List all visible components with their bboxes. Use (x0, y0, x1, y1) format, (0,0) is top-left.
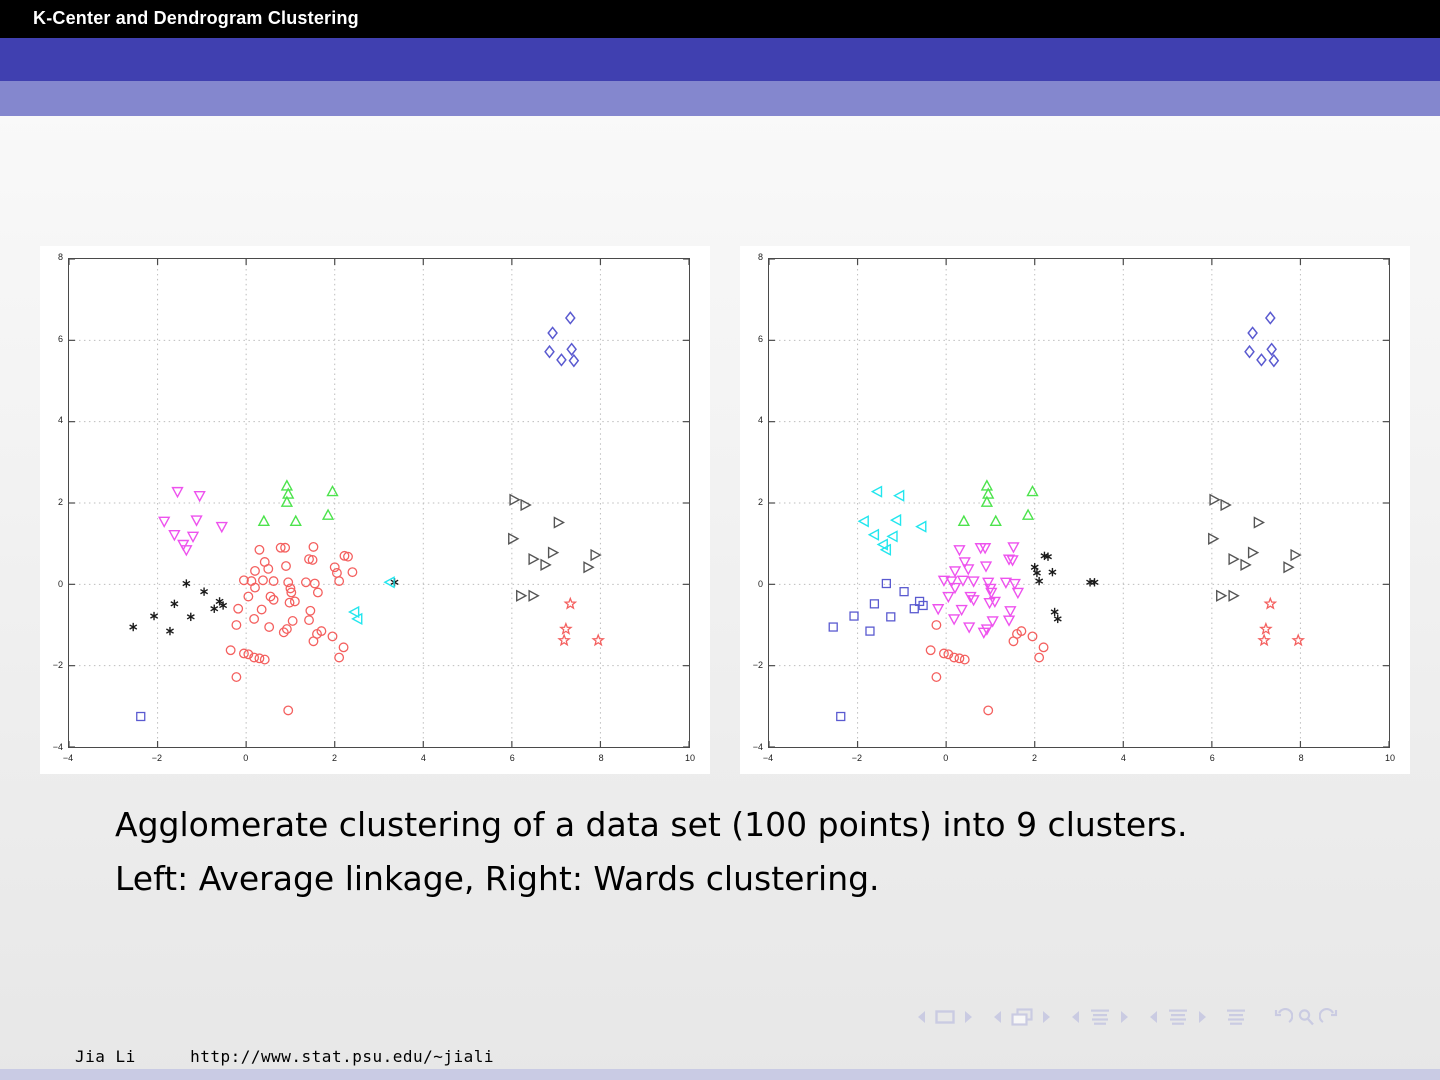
y-tick-label: 4 (57, 415, 63, 426)
caption-line-1: Agglomerate clustering of a data set (10… (115, 805, 1188, 844)
series-cluster-green-up-triangle (957, 479, 1039, 526)
y-tick-label: −4 (52, 742, 63, 752)
series-cluster-red-star (557, 596, 606, 647)
forward-icon[interactable] (1319, 1008, 1339, 1026)
y-tick-label: 6 (757, 333, 763, 344)
next-section-arrow-icon[interactable] (1118, 1010, 1131, 1024)
prev-section-arrow-icon[interactable] (1069, 1010, 1082, 1024)
y-tick-label: 8 (757, 252, 763, 262)
y-tick-label: 2 (757, 497, 763, 507)
x-tick-label: 0 (243, 753, 249, 763)
marker-layer-right (768, 258, 1390, 748)
x-tick-label: 8 (598, 753, 604, 763)
series-cluster-red-star (1257, 596, 1306, 647)
x-tick-label: 4 (420, 753, 426, 763)
x-tick-label: 10 (1384, 753, 1395, 763)
caption-line-2: Left: Average linkage, Right: Wards clus… (115, 858, 880, 898)
back-icon[interactable] (1273, 1008, 1293, 1026)
header-accent-bar-dark (0, 38, 1440, 81)
series-cluster-red-circle (925, 620, 1049, 716)
search-icon[interactable] (1297, 1008, 1315, 1026)
x-tick-label: 6 (509, 753, 515, 763)
subsection-icon[interactable] (1011, 1008, 1033, 1026)
prev-frame-arrow-icon[interactable] (915, 1010, 928, 1024)
series-cluster-cyan-left-triangle (857, 485, 927, 556)
nav-group-toc[interactable] (1225, 1008, 1247, 1026)
series-cluster-blue-diamond (544, 311, 580, 368)
marker-layer-left (68, 258, 690, 748)
series-cluster-blue-square (136, 711, 146, 722)
next-subsection-arrow-icon[interactable] (1040, 1010, 1053, 1024)
footer-url[interactable]: http://www.stat.psu.edu/~jiali (190, 1047, 495, 1066)
y-tick-label: 4 (757, 415, 763, 426)
header-black-bar (0, 0, 1440, 38)
x-tick-label: 10 (684, 753, 695, 763)
x-tick-label: −2 (151, 753, 162, 763)
scatter-panel-wards: −4 −2 0 2 4 6 8 −4 −2 0 2 4 6 8 10 (740, 246, 1410, 774)
series-cluster-green-up-triangle (257, 479, 339, 526)
series-cluster-blue-diamond (1244, 311, 1280, 368)
nav-group-subsection[interactable] (991, 1008, 1053, 1026)
prev-part-arrow-icon[interactable] (1147, 1010, 1160, 1024)
page-title: K-Center and Dendrogram Clustering (33, 8, 359, 28)
footer-credit: Jia Li http://www.stat.psu.edu/~jiali (75, 1047, 494, 1066)
y-tick-label: −4 (752, 742, 763, 752)
y-tick-label: −2 (752, 660, 763, 671)
y-tick-label: 2 (57, 497, 63, 507)
next-frame-arrow-icon[interactable] (962, 1010, 975, 1024)
x-tick-label: 2 (1032, 753, 1038, 763)
frame-icon[interactable] (935, 1009, 955, 1025)
figure-caption: Agglomerate clustering of a data set (10… (115, 798, 1375, 906)
x-tick-label: 8 (1298, 753, 1304, 763)
x-tick-label: −2 (851, 753, 862, 763)
nav-group-frame[interactable] (915, 1009, 975, 1025)
footer-author: Jia Li (75, 1047, 136, 1066)
x-tick-label: −4 (62, 753, 74, 763)
prev-subsection-arrow-icon[interactable] (991, 1010, 1004, 1024)
nav-group-history[interactable] (1273, 1008, 1339, 1026)
series-cluster-magenta-down-triangle (932, 542, 1025, 639)
beamer-navigation-bar[interactable] (915, 1002, 1405, 1032)
y-tick-label: −2 (52, 660, 63, 671)
x-tick-label: −4 (762, 753, 774, 763)
series-cluster-cyan-left-triangle (347, 576, 395, 626)
footer-rule (0, 1069, 1440, 1080)
series-cluster-gray-right-triangle (1208, 493, 1302, 602)
toc-icon[interactable] (1225, 1008, 1247, 1026)
y-tick-label: 0 (757, 578, 763, 589)
scatter-panel-average-linkage: −4 −2 0 2 4 6 8 −4 −2 0 2 4 6 8 10 (40, 246, 710, 774)
x-tick-label: 2 (332, 753, 338, 763)
y-tick-label: 6 (57, 333, 63, 344)
nav-group-part[interactable] (1147, 1008, 1209, 1026)
y-tick-label: 8 (57, 252, 63, 262)
y-tick-label: 0 (57, 578, 63, 589)
next-part-arrow-icon[interactable] (1196, 1010, 1209, 1024)
plot-area-right (768, 258, 1390, 748)
series-cluster-magenta-down-triangle (158, 486, 228, 557)
x-tick-label: 0 (943, 753, 949, 763)
series-cluster-blue-square (828, 578, 928, 722)
series-cluster-black-asterisk (1030, 551, 1099, 624)
series-cluster-red-circle (225, 541, 358, 716)
x-tick-label: 6 (1209, 753, 1215, 763)
plot-area-left (68, 258, 690, 748)
section-icon[interactable] (1089, 1008, 1111, 1026)
x-tick-label: 4 (1120, 753, 1126, 763)
series-cluster-gray-right-triangle (508, 493, 602, 602)
part-icon[interactable] (1167, 1008, 1189, 1026)
header-accent-bar-light (0, 81, 1440, 116)
nav-group-section[interactable] (1069, 1008, 1131, 1026)
